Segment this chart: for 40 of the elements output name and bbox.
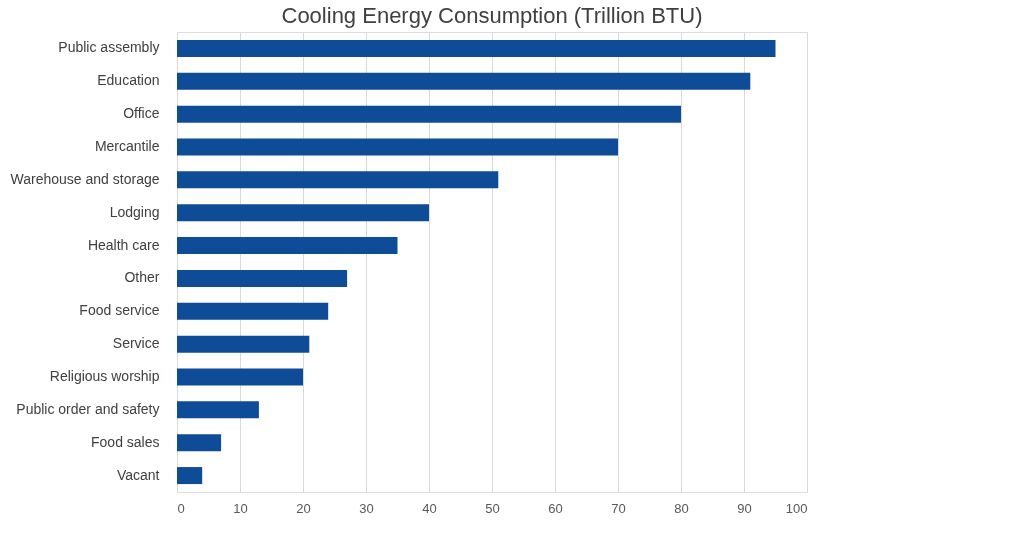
y-tick-label: Lodging [109,203,160,220]
y-tick-label: Religious worship [49,368,160,384]
bar [177,138,618,156]
y-tick-label: Service [112,335,160,352]
x-tick-label: 10 [233,500,248,516]
x-tick-label: 100 [785,500,808,516]
bar [177,72,751,90]
x-tick-label: 90 [737,500,752,516]
x-tick-label: 30 [359,500,374,516]
y-tick-label: Vacant [116,466,160,483]
y-tick-label: Food service [79,302,160,319]
bar [177,171,499,189]
bar [177,467,203,485]
y-tick-label: Mercantile [94,138,160,154]
bar [177,368,303,386]
y-tick-label: Health care [87,236,160,253]
x-tick-label: 50 [485,500,500,516]
bar [177,335,310,353]
x-tick-label: 20 [296,500,311,516]
x-tick-label: 60 [548,500,563,516]
bar [177,237,398,255]
bar [177,204,429,222]
y-tick-label: Office [123,105,160,122]
y-tick-label: Public assembly [58,39,160,56]
x-tick-label: 70 [611,500,626,516]
bar [177,434,222,452]
chart-title: Cooling Energy Consumption (Trillion BTU) [281,3,703,28]
x-tick-label: 0 [177,500,185,516]
bar [177,105,681,123]
bar [177,302,329,320]
x-tick-label: 80 [674,500,689,516]
bar [177,269,348,287]
x-tick-label: 40 [422,500,437,516]
y-tick-label: Public order and safety [16,400,160,417]
y-tick-label: Food sales [91,433,160,450]
bar [177,39,776,57]
y-tick-label: Warehouse and storage [10,170,160,187]
bar [177,401,259,419]
y-tick-label: Education [97,72,160,89]
y-tick-label: Other [124,269,160,286]
